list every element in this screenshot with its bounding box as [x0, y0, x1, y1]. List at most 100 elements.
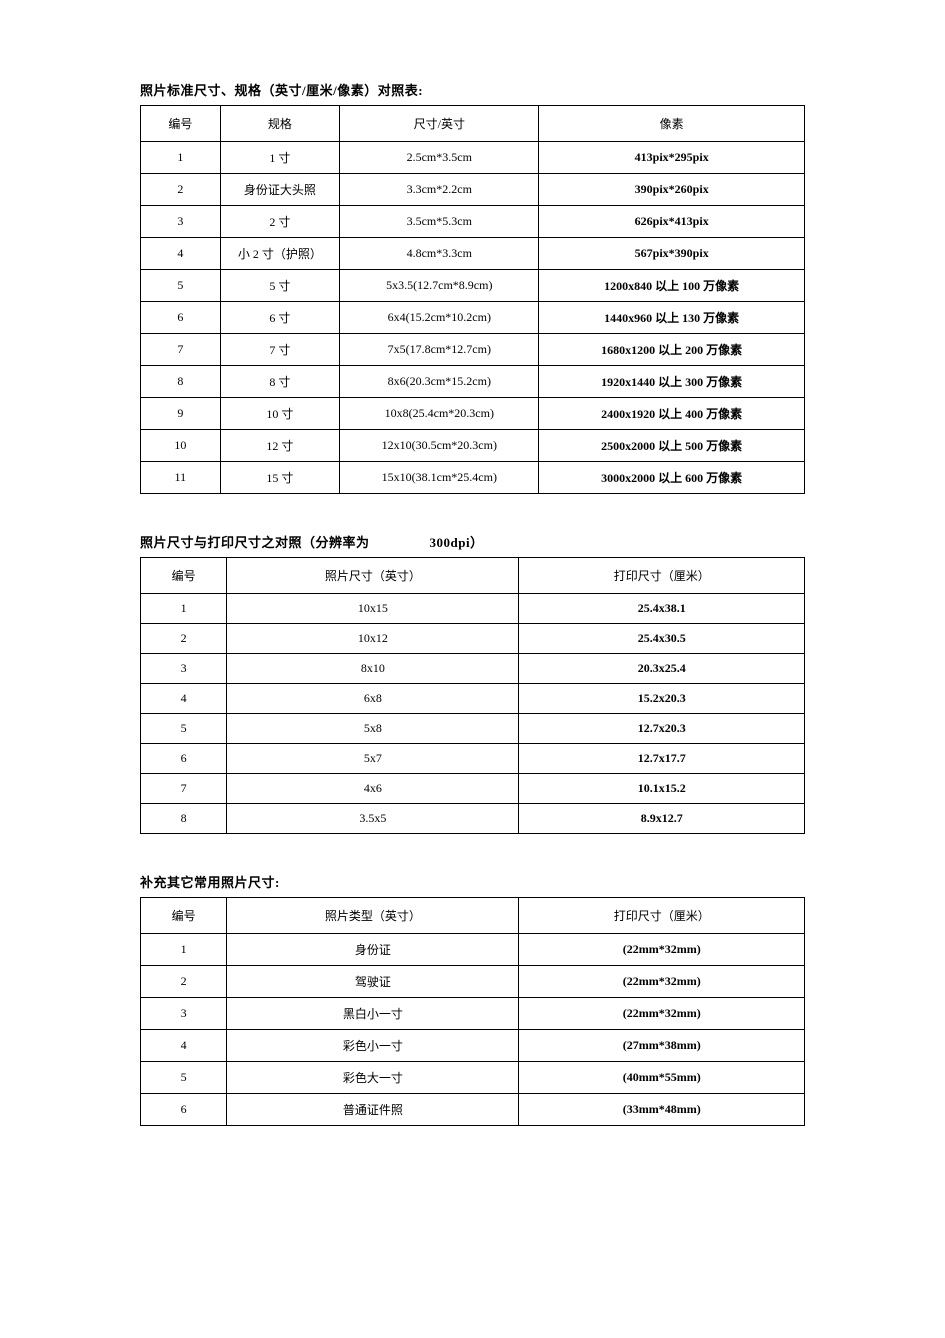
table-cell: 2.5cm*3.5cm	[340, 142, 539, 174]
table-cell: 12 寸	[220, 430, 340, 462]
table-cell: 7	[141, 334, 221, 366]
table-cell: (33mm*48mm)	[519, 1094, 805, 1126]
table-cell: 8	[141, 366, 221, 398]
table-cell: 10 寸	[220, 398, 340, 430]
table2-body: 110x1525.4x38.1210x1225.4x30.538x1020.3x…	[141, 594, 805, 834]
table3-col-2: 打印尺寸（厘米）	[519, 898, 805, 934]
table-row: 55 寸5x3.5(12.7cm*8.9cm)1200x840 以上 100 万…	[141, 270, 805, 302]
table-row: 210x1225.4x30.5	[141, 624, 805, 654]
table-cell: 15 寸	[220, 462, 340, 494]
table-row: 55x812.7x20.3	[141, 714, 805, 744]
table-cell: 12.7x20.3	[519, 714, 805, 744]
table-cell: 身份证大头照	[220, 174, 340, 206]
table-cell: 6	[141, 302, 221, 334]
table-row: 2身份证大头照3.3cm*2.2cm390pix*260pix	[141, 174, 805, 206]
table-cell: 身份证	[227, 934, 519, 966]
table-cell: 6x8	[227, 684, 519, 714]
table-row: 65x712.7x17.7	[141, 744, 805, 774]
table-cell: 1200x840 以上 100 万像素	[539, 270, 805, 302]
other-photo-size-table: 编号 照片类型（英寸） 打印尺寸（厘米） 1身份证(22mm*32mm)2驾驶证…	[140, 897, 805, 1126]
table-cell: 3.5cm*5.3cm	[340, 206, 539, 238]
table-row: 1115 寸15x10(38.1cm*25.4cm)3000x2000 以上 6…	[141, 462, 805, 494]
table-cell: 2400x1920 以上 400 万像素	[539, 398, 805, 430]
table2-header-row: 编号 照片尺寸（英寸） 打印尺寸（厘米）	[141, 558, 805, 594]
table-row: 38x1020.3x25.4	[141, 654, 805, 684]
table-cell: 5 寸	[220, 270, 340, 302]
table-cell: 25.4x30.5	[519, 624, 805, 654]
table2-title-prefix: 照片尺寸与打印尺寸之对照（分辨率为	[140, 535, 370, 550]
table-row: 88 寸8x6(20.3cm*15.2cm)1920x1440 以上 300 万…	[141, 366, 805, 398]
table1-col-1: 规格	[220, 106, 340, 142]
table-cell: 2500x2000 以上 500 万像素	[539, 430, 805, 462]
table-row: 3黑白小一寸(22mm*32mm)	[141, 998, 805, 1030]
table-row: 910 寸10x8(25.4cm*20.3cm)2400x1920 以上 400…	[141, 398, 805, 430]
table1-col-2: 尺寸/英寸	[340, 106, 539, 142]
table-cell: 8x10	[227, 654, 519, 684]
table-cell: 15x10(38.1cm*25.4cm)	[340, 462, 539, 494]
table-cell: 626pix*413pix	[539, 206, 805, 238]
table-cell: 8 寸	[220, 366, 340, 398]
table-cell: 12x10(30.5cm*20.3cm)	[340, 430, 539, 462]
table-cell: 黑白小一寸	[227, 998, 519, 1030]
table-cell: 彩色小一寸	[227, 1030, 519, 1062]
table-cell: (22mm*32mm)	[519, 934, 805, 966]
table-row: 77 寸7x5(17.8cm*12.7cm)1680x1200 以上 200 万…	[141, 334, 805, 366]
table-cell: 5	[141, 270, 221, 302]
table3-title: 补充其它常用照片尺寸:	[140, 872, 805, 891]
table-row: 74x610.1x15.2	[141, 774, 805, 804]
table-cell: 6	[141, 1094, 227, 1126]
table-cell: 4x6	[227, 774, 519, 804]
table-cell: 5x7	[227, 744, 519, 774]
table-cell: (27mm*38mm)	[519, 1030, 805, 1062]
photo-standard-size-table: 编号 规格 尺寸/英寸 像素 11 寸2.5cm*3.5cm413pix*295…	[140, 105, 805, 494]
table-cell: 小 2 寸（护照）	[220, 238, 340, 270]
table-cell: 5	[141, 714, 227, 744]
table2-col-2: 打印尺寸（厘米）	[519, 558, 805, 594]
table3-col-1: 照片类型（英寸）	[227, 898, 519, 934]
table-cell: 15.2x20.3	[519, 684, 805, 714]
table1-col-0: 编号	[141, 106, 221, 142]
table-cell: 3	[141, 998, 227, 1030]
table1-body: 11 寸2.5cm*3.5cm413pix*295pix2身份证大头照3.3cm…	[141, 142, 805, 494]
table-cell: 8.9x12.7	[519, 804, 805, 834]
table-cell: 4	[141, 684, 227, 714]
table-row: 4彩色小一寸(27mm*38mm)	[141, 1030, 805, 1062]
table-row: 83.5x58.9x12.7	[141, 804, 805, 834]
table-cell: 2	[141, 174, 221, 206]
table-cell: 驾驶证	[227, 966, 519, 998]
table-row: 110x1525.4x38.1	[141, 594, 805, 624]
table-cell: 2	[141, 624, 227, 654]
table-cell: 3.5x5	[227, 804, 519, 834]
table2-title-dpi: 300dpi	[430, 535, 471, 550]
table-row: 11 寸2.5cm*3.5cm413pix*295pix	[141, 142, 805, 174]
table-cell: 413pix*295pix	[539, 142, 805, 174]
table-row: 66 寸6x4(15.2cm*10.2cm)1440x960 以上 130 万像…	[141, 302, 805, 334]
table-cell: 4	[141, 1030, 227, 1062]
table1-col-3: 像素	[539, 106, 805, 142]
table-cell: 6x4(15.2cm*10.2cm)	[340, 302, 539, 334]
table-cell: 390pix*260pix	[539, 174, 805, 206]
table-row: 6普通证件照(33mm*48mm)	[141, 1094, 805, 1126]
table-cell: 1920x1440 以上 300 万像素	[539, 366, 805, 398]
table-cell: 3.3cm*2.2cm	[340, 174, 539, 206]
table-cell: 11	[141, 462, 221, 494]
table2-title: 照片尺寸与打印尺寸之对照（分辨率为 300dpi）	[140, 532, 805, 551]
table-row: 4小 2 寸（护照）4.8cm*3.3cm567pix*390pix	[141, 238, 805, 270]
table-cell: 彩色大一寸	[227, 1062, 519, 1094]
table-cell: 4.8cm*3.3cm	[340, 238, 539, 270]
table-cell: 2 寸	[220, 206, 340, 238]
table-cell: 3000x2000 以上 600 万像素	[539, 462, 805, 494]
table-cell: (22mm*32mm)	[519, 966, 805, 998]
table-row: 1身份证(22mm*32mm)	[141, 934, 805, 966]
table-cell: 1	[141, 594, 227, 624]
table-cell: 5x3.5(12.7cm*8.9cm)	[340, 270, 539, 302]
table-cell: 8x6(20.3cm*15.2cm)	[340, 366, 539, 398]
table-cell: (22mm*32mm)	[519, 998, 805, 1030]
table-cell: 4	[141, 238, 221, 270]
table-cell: 3	[141, 654, 227, 684]
table2-title-suffix: ）	[470, 535, 484, 550]
table-cell: 10x15	[227, 594, 519, 624]
table-cell: 5x8	[227, 714, 519, 744]
table-cell: 9	[141, 398, 221, 430]
table-cell: 3	[141, 206, 221, 238]
